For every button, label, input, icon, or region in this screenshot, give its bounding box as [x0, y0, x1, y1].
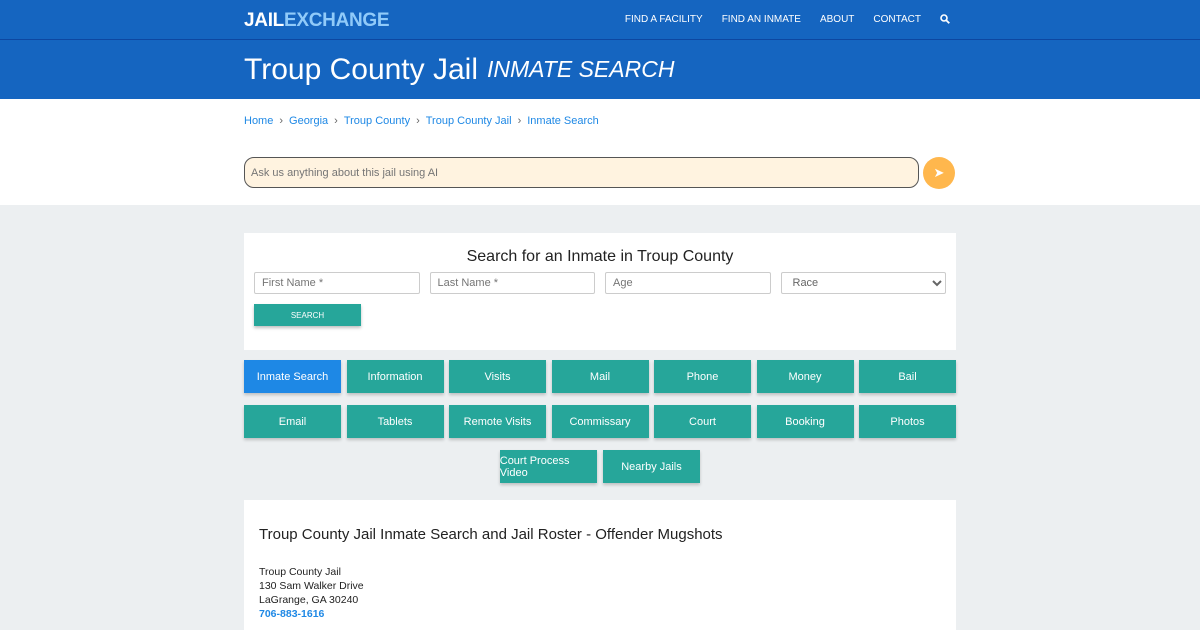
tab-email[interactable]: Email [244, 405, 341, 438]
race-select[interactable]: Race [780, 272, 946, 294]
tab-nearby-jails[interactable]: Nearby Jails [602, 450, 701, 483]
chevron-right-icon: › [279, 115, 284, 127]
section-tabs: Inmate Search Information Visits Mail Phone M… [244, 360, 956, 495]
search-icon[interactable] [940, 14, 950, 27]
tab-mail[interactable]: Mail [551, 360, 649, 393]
tab-court[interactable]: Court [654, 405, 751, 438]
chevron-right-icon: › [334, 115, 338, 127]
chevron-right-icon: › [517, 115, 522, 127]
age-input[interactable] [605, 272, 771, 294]
search-button[interactable]: SEARCH [254, 304, 361, 326]
tab-information[interactable]: Information [346, 360, 444, 393]
first-name-input[interactable] [254, 272, 420, 294]
logo[interactable]: JAILEXCHANGE [244, 10, 390, 32]
breadcrumb-jail[interactable]: Troup County Jail [425, 115, 512, 127]
nav-contact[interactable]: CONTACT [873, 14, 921, 25]
paper-plane-icon: ➤ [933, 165, 945, 180]
page-header: Troup County Jail INMATE SEARCH [0, 40, 1200, 99]
jail-phone-link[interactable]: 706-883-1616 [259, 608, 325, 620]
info-title: Troup County Jail Inmate Search and Jail… [259, 526, 723, 543]
tab-commissary[interactable]: Commissary [551, 405, 649, 438]
breadcrumb-home[interactable]: Home [244, 115, 274, 127]
last-name-input[interactable] [429, 272, 595, 294]
jail-name: Troup County Jail [259, 566, 341, 578]
jail-street: 130 Sam Walker Drive [259, 580, 364, 592]
chevron-right-icon: › [416, 115, 420, 127]
tab-phone[interactable]: Phone [654, 360, 751, 393]
breadcrumb: Home › Georgia › Troup County › Troup Count… [244, 115, 599, 127]
jail-info: Troup County Jail Inmate Search and Jail… [244, 500, 956, 630]
tab-court-process-video[interactable]: Court Process Video [499, 450, 598, 483]
breadcrumb-inmate-search[interactable]: Inmate Search [527, 115, 599, 127]
ai-question-input[interactable] [244, 157, 919, 188]
tab-photos[interactable]: Photos [859, 405, 956, 438]
nav-about[interactable]: ABOUT [819, 14, 855, 25]
nav-find-facility[interactable]: FIND A FACILITY [624, 14, 703, 25]
jail-city: LaGrange, GA 30240 [259, 594, 359, 606]
logo-text: JAIL [244, 10, 284, 31]
send-button[interactable]: ➤ [923, 157, 955, 189]
tab-visits[interactable]: Visits [449, 360, 546, 393]
tab-money[interactable]: Money [756, 360, 854, 393]
inmate-search-form: Search for an Inmate in Troup County Rac… [244, 233, 956, 350]
breadcrumb-georgia[interactable]: Georgia [289, 115, 329, 127]
top-nav: JAILEXCHANGE FIND A FACILITY FIND AN INM… [0, 0, 1200, 40]
search-title: Search for an Inmate in Troup County [466, 248, 734, 265]
tab-booking[interactable]: Booking [756, 405, 854, 438]
tab-bail[interactable]: Bail [859, 360, 956, 393]
tab-tablets[interactable]: Tablets [346, 405, 444, 438]
nav-find-inmate[interactable]: FIND AN INMATE [721, 14, 801, 25]
breadcrumb-county[interactable]: Troup County [343, 115, 411, 127]
tab-inmate-search[interactable]: Inmate Search [244, 360, 341, 393]
logo-text-accent: EXCHANGE [283, 10, 390, 31]
tab-remote-visits[interactable]: Remote Visits [449, 405, 546, 438]
page-subtitle: INMATE SEARCH [487, 56, 675, 82]
page-title: Troup County Jail [244, 52, 478, 86]
